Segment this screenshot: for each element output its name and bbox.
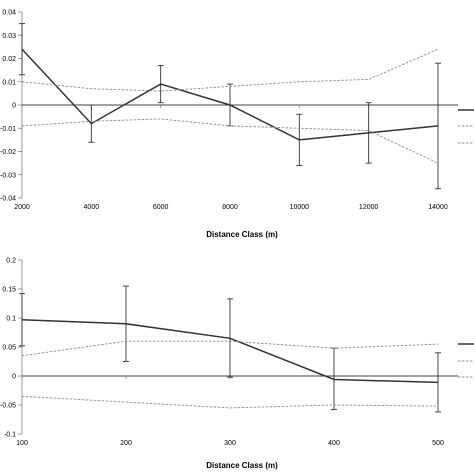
y-tick-label: 0 [12, 374, 16, 381]
x-tick-label: 6000 [153, 204, 169, 211]
series-line-3 [21, 395, 439, 409]
x-tick-label: 400 [328, 440, 340, 447]
y-tick-label: 0.1 [6, 316, 16, 323]
y-tick-label: 0 [12, 103, 16, 110]
x-tick-label: 8000 [222, 204, 238, 211]
x-tick-label: 100 [16, 440, 28, 447]
x-tick-label: 500 [432, 440, 444, 447]
x-tick-label: 200 [120, 440, 132, 447]
x-tick-label: 2000 [14, 204, 30, 211]
series-line-2 [21, 340, 439, 357]
y-tick-label: 0.01 [2, 79, 16, 86]
y-tick-label: 0.04 [2, 10, 16, 17]
y-tick-label: 0.05 [2, 345, 16, 352]
y-tick-label: -0.01 [0, 126, 16, 133]
x-tick-label: 12000 [359, 204, 379, 211]
series-line-3 [21, 118, 439, 164]
y-tick-label: -0.04 [0, 196, 16, 203]
y-tick-label: -0.03 [0, 172, 16, 179]
y-tick-label: -0.05 [0, 403, 16, 410]
y-tick-label: -0.02 [0, 149, 16, 156]
y-tick-label: -0.1 [4, 432, 16, 439]
x-tick-label: 10000 [290, 204, 310, 211]
series-line-2 [21, 48, 439, 92]
x-tick-label: 300 [224, 440, 236, 447]
x-tick-label: 14000 [428, 204, 448, 211]
x-axis-label: Distance Class (m) [206, 230, 278, 239]
y-tick-label: 0.15 [2, 287, 16, 294]
x-axis-label: Distance Class (m) [206, 461, 278, 470]
y-tick-label: 0.02 [2, 56, 16, 63]
y-tick-label: 0.2 [6, 258, 16, 265]
y-tick-label: 0.03 [2, 33, 16, 40]
x-tick-label: 4000 [84, 204, 100, 211]
chart-1: 0.04 0.03 0.02 0.01 0 -0.01 -0.02 -0.03 -0.04200… [0, 10, 474, 239]
